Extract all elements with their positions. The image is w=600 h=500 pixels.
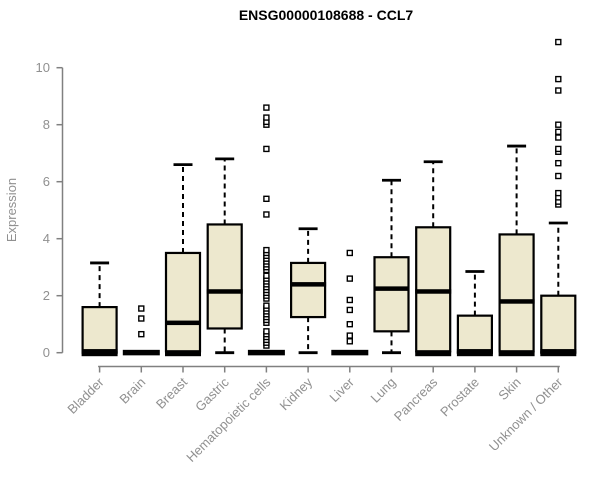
box-base-line bbox=[415, 351, 452, 357]
y-tick-label: 6 bbox=[43, 174, 50, 189]
median-line bbox=[540, 349, 577, 354]
category-label: Lung bbox=[368, 375, 399, 406]
category-label: Brain bbox=[116, 375, 148, 407]
median-line bbox=[498, 299, 535, 304]
outlier-point bbox=[263, 246, 270, 254]
box-10 bbox=[498, 233, 535, 353]
box-5 bbox=[290, 261, 327, 319]
median-line bbox=[290, 282, 327, 287]
y-tick-label: 2 bbox=[43, 288, 50, 303]
outlier-point bbox=[346, 321, 353, 328]
category-label: Gastric bbox=[192, 374, 232, 414]
outlier-point bbox=[555, 87, 562, 94]
outlier-point bbox=[555, 128, 562, 136]
box-base-line bbox=[456, 351, 493, 357]
category-label: Unknown / Other bbox=[486, 374, 566, 454]
outlier-point bbox=[555, 75, 562, 83]
median-line bbox=[415, 289, 452, 294]
median-line bbox=[206, 289, 243, 294]
chart-title: ENSG00000108688 - CCL7 bbox=[239, 7, 414, 23]
outlier-point bbox=[263, 145, 270, 153]
y-axis-label: Expression bbox=[4, 178, 19, 242]
outlier-point bbox=[555, 121, 562, 128]
outlier-point bbox=[138, 305, 145, 312]
y-tick-label: 10 bbox=[36, 60, 50, 75]
outlier-point bbox=[138, 330, 145, 338]
category-label: Prostate bbox=[437, 375, 482, 420]
box-0 bbox=[81, 306, 118, 354]
y-tick-label: 8 bbox=[43, 117, 50, 132]
outlier-point bbox=[555, 172, 562, 180]
box-2 bbox=[164, 251, 202, 353]
outlier-point bbox=[346, 296, 353, 304]
median-line bbox=[81, 349, 118, 354]
outlier-point bbox=[346, 338, 353, 345]
y-tick-label: 0 bbox=[43, 345, 50, 360]
outlier-point bbox=[263, 328, 270, 335]
category-label: Breast bbox=[153, 374, 190, 411]
category-label: Liver bbox=[326, 374, 357, 405]
outlier-point bbox=[263, 302, 270, 309]
category-label: Kidney bbox=[277, 374, 316, 413]
box-3 bbox=[206, 223, 243, 330]
y-tick-label: 4 bbox=[43, 231, 50, 246]
outlier-point bbox=[346, 332, 353, 339]
outlier-point bbox=[263, 211, 270, 218]
category-label: Skin bbox=[495, 375, 523, 403]
box-base-line bbox=[540, 351, 577, 357]
collapsed-box-1 bbox=[122, 349, 160, 356]
outlier-point bbox=[263, 114, 270, 121]
median-line bbox=[373, 286, 410, 291]
collapsed-box-6 bbox=[331, 349, 369, 356]
box-11 bbox=[540, 294, 577, 354]
category-label: Bladder bbox=[64, 374, 107, 417]
box-9 bbox=[456, 314, 493, 354]
box-base-line bbox=[165, 351, 201, 357]
outlier-point bbox=[346, 275, 353, 282]
outlier-point bbox=[138, 315, 145, 322]
outlier-point bbox=[555, 145, 562, 153]
collapsed-box-4 bbox=[247, 349, 285, 356]
outlier-point bbox=[263, 104, 270, 111]
outlier-point bbox=[263, 272, 270, 279]
outlier-point bbox=[555, 134, 562, 141]
median-line bbox=[165, 320, 201, 326]
outlier-point bbox=[555, 159, 562, 167]
outlier-point bbox=[555, 189, 562, 197]
outlier-point bbox=[346, 306, 353, 314]
box-base-line bbox=[498, 351, 535, 357]
outlier-point bbox=[346, 249, 353, 257]
median-line bbox=[456, 349, 493, 354]
box-base-line bbox=[81, 351, 118, 357]
outlier-point bbox=[263, 195, 270, 203]
outlier-point bbox=[555, 38, 562, 46]
box-7 bbox=[373, 256, 410, 333]
category-label: Pancreas bbox=[391, 374, 441, 424]
